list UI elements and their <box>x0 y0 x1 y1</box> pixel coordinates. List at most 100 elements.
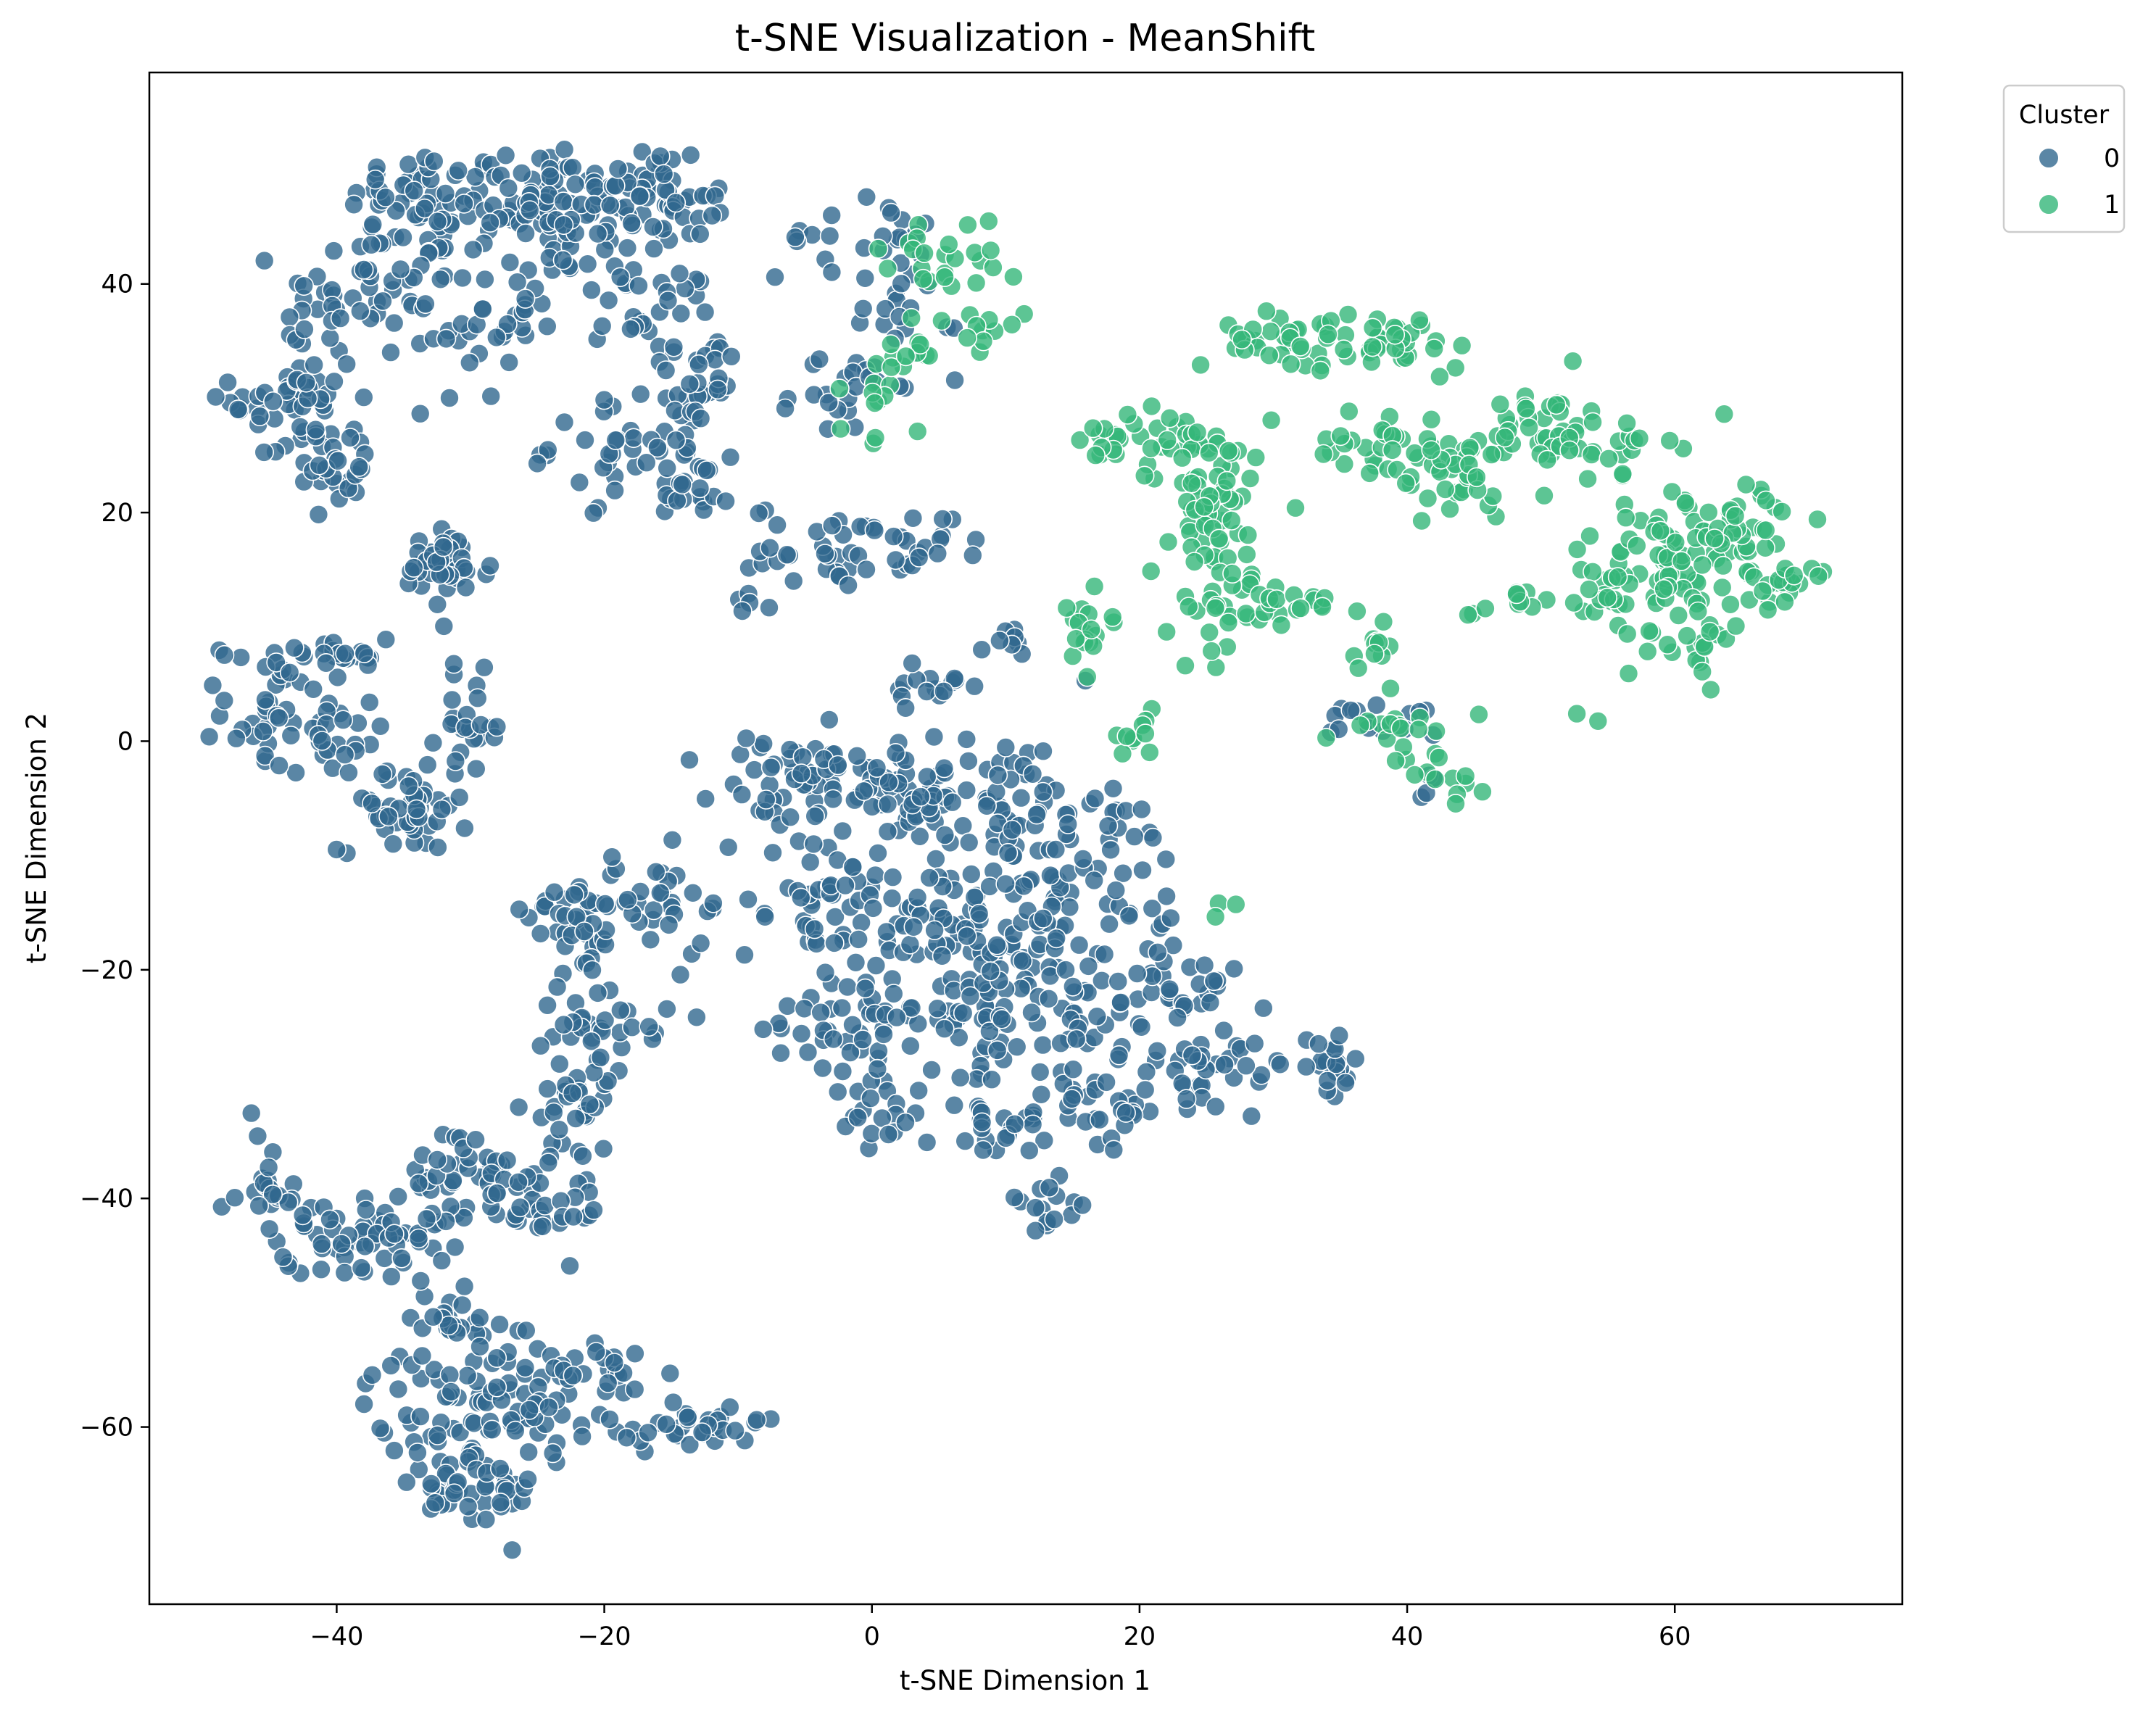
data-point-cluster-1 <box>864 393 885 413</box>
data-point-cluster-0 <box>199 726 220 747</box>
data-point-cluster-0 <box>547 976 568 997</box>
data-point-cluster-0 <box>581 280 602 300</box>
data-point-cluster-0 <box>335 643 355 664</box>
data-point-cluster-0 <box>383 834 404 854</box>
data-point-cluster-0 <box>824 933 845 953</box>
data-point-cluster-1 <box>939 234 959 254</box>
data-point-cluster-0 <box>1027 804 1047 825</box>
data-point-cluster-0 <box>1176 1089 1197 1109</box>
data-point-cluster-0 <box>1309 1034 1329 1054</box>
data-point-cluster-0 <box>1072 1195 1092 1216</box>
data-point-cluster-0 <box>339 762 359 783</box>
data-point-cluster-1 <box>1808 565 1829 586</box>
data-point-cluster-0 <box>439 1364 460 1385</box>
data-point-cluster-0 <box>452 267 473 289</box>
data-point-cluster-0 <box>644 238 664 259</box>
data-point-cluster-0 <box>249 406 270 427</box>
data-point-cluster-1 <box>1157 430 1177 450</box>
data-point-cluster-1 <box>1190 354 1211 375</box>
data-point-cluster-0 <box>1182 1045 1203 1066</box>
data-point-cluster-0 <box>1147 1041 1168 1061</box>
data-point-cluster-1 <box>1597 587 1617 608</box>
data-point-cluster-0 <box>388 1187 409 1207</box>
data-point-cluster-0 <box>586 1342 607 1362</box>
data-point-cluster-1 <box>1639 621 1659 642</box>
data-point-cluster-0 <box>791 887 811 908</box>
data-point-cluster-1 <box>1506 584 1527 605</box>
data-point-cluster-0 <box>956 780 977 800</box>
data-point-cluster-0 <box>847 746 867 766</box>
data-point-cluster-0 <box>821 205 842 225</box>
data-point-cluster-0 <box>398 154 419 175</box>
data-point-cluster-0 <box>296 372 317 393</box>
data-point-cluster-0 <box>629 186 650 207</box>
data-point-cluster-1 <box>1390 718 1411 739</box>
data-point-cluster-0 <box>885 743 906 763</box>
data-point-cluster-0 <box>876 921 897 942</box>
data-point-cluster-1 <box>1756 490 1776 511</box>
data-point-cluster-0 <box>992 1009 1012 1029</box>
data-point-cluster-0 <box>927 998 948 1018</box>
data-point-cluster-1 <box>1232 329 1252 350</box>
data-point-cluster-1 <box>913 268 934 289</box>
data-point-cluster-0 <box>687 1007 707 1028</box>
data-point-cluster-1 <box>1259 345 1280 366</box>
data-point-cluster-0 <box>569 472 590 493</box>
data-point-cluster-0 <box>610 267 631 288</box>
data-point-cluster-0 <box>868 1041 889 1061</box>
data-point-cluster-1 <box>1752 581 1773 602</box>
data-point-cluster-1 <box>1184 552 1205 572</box>
data-point-cluster-0 <box>481 386 502 407</box>
data-point-cluster-0 <box>1200 992 1221 1013</box>
data-point-cluster-1 <box>1350 715 1371 736</box>
data-point-cluster-1 <box>1077 666 1098 687</box>
data-point-cluster-1 <box>868 238 889 259</box>
data-point-cluster-0 <box>445 751 466 771</box>
data-point-cluster-1 <box>1280 354 1301 375</box>
data-point-cluster-0 <box>439 388 460 408</box>
data-point-cluster-0 <box>840 1042 861 1063</box>
data-point-cluster-0 <box>934 681 954 702</box>
x-tick-label: 20 <box>1124 1622 1156 1651</box>
data-point-cluster-0 <box>610 1000 631 1021</box>
y-tick-label: −20 <box>80 956 133 985</box>
data-point-cluster-0 <box>441 1382 462 1402</box>
data-point-cluster-0 <box>1029 1062 1050 1082</box>
data-point-cluster-1 <box>1567 539 1588 560</box>
data-point-cluster-1 <box>1266 589 1287 610</box>
y-tick-label: −60 <box>80 1414 133 1443</box>
data-point-cluster-0 <box>853 298 874 319</box>
data-point-cluster-0 <box>312 731 333 751</box>
data-point-cluster-0 <box>486 1348 507 1368</box>
data-point-cluster-0 <box>583 502 604 523</box>
data-point-cluster-0 <box>258 1157 279 1178</box>
data-point-cluster-0 <box>963 545 983 565</box>
data-point-cluster-0 <box>495 145 516 166</box>
data-point-cluster-1 <box>1085 445 1106 465</box>
data-point-cluster-0 <box>805 806 825 826</box>
data-point-cluster-0 <box>454 1276 475 1297</box>
data-point-cluster-0 <box>643 217 663 237</box>
data-point-cluster-0 <box>638 1422 658 1443</box>
data-point-cluster-0 <box>439 1315 459 1336</box>
data-point-cluster-0 <box>760 537 780 558</box>
data-point-cluster-0 <box>868 843 888 863</box>
data-point-cluster-0 <box>600 1409 620 1429</box>
data-point-cluster-1 <box>1583 561 1603 582</box>
data-point-cluster-0 <box>950 1067 971 1088</box>
data-point-cluster-0 <box>327 667 348 688</box>
data-point-cluster-0 <box>279 662 300 683</box>
data-point-cluster-0 <box>803 834 824 855</box>
data-point-cluster-0 <box>592 315 613 336</box>
data-point-cluster-0 <box>536 316 557 337</box>
data-point-cluster-0 <box>926 849 946 869</box>
data-point-cluster-0 <box>825 907 845 927</box>
data-point-cluster-0 <box>819 710 839 730</box>
data-point-cluster-0 <box>457 1496 478 1517</box>
data-point-cluster-0 <box>1366 694 1387 715</box>
data-point-cluster-0 <box>349 301 370 321</box>
data-point-cluster-0 <box>864 520 885 541</box>
data-point-cluster-0 <box>502 1540 523 1561</box>
data-point-cluster-0 <box>202 675 223 696</box>
data-point-cluster-0 <box>917 766 937 787</box>
